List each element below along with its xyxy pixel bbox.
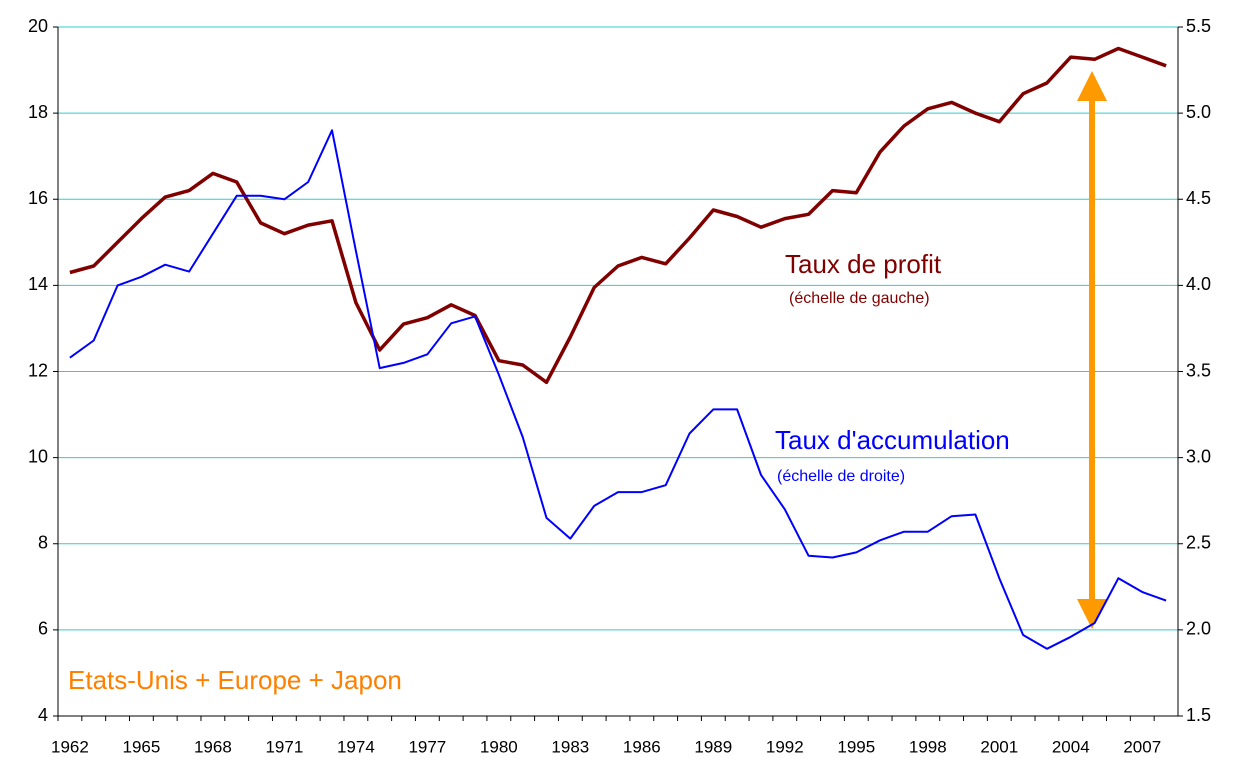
y2-tick-label: 4.0 xyxy=(1186,274,1211,294)
y2-tick-label: 2.0 xyxy=(1186,619,1211,639)
y2-tick-label: 2.5 xyxy=(1186,533,1211,553)
annotation: Taux de profit xyxy=(785,249,942,279)
annotation: (échelle de gauche) xyxy=(789,290,930,307)
x-tick-label: 2004 xyxy=(1052,737,1090,756)
x-tick-label: 1974 xyxy=(337,737,375,756)
x-tick-label: 1977 xyxy=(408,737,446,756)
series-line xyxy=(69,46,1167,385)
y-tick-label: 16 xyxy=(28,188,48,208)
y2-tick-label: 4.5 xyxy=(1186,188,1211,208)
y-tick-label: 12 xyxy=(28,360,48,380)
series-line xyxy=(69,129,1167,650)
y2-tick-label: 3.0 xyxy=(1186,446,1211,466)
y2-tick-label: 5.5 xyxy=(1186,16,1211,36)
x-tick-label: 1995 xyxy=(837,737,875,756)
y-tick-label: 20 xyxy=(28,16,48,36)
y-tick-label: 18 xyxy=(28,102,48,122)
x-tick-label: 1968 xyxy=(194,737,232,756)
x-tick-label: 1992 xyxy=(766,737,804,756)
x-tick-label: 1971 xyxy=(265,737,303,756)
y2-tick-label: 3.5 xyxy=(1186,360,1211,380)
annotation: Taux d'accumulation xyxy=(775,425,1010,455)
x-tick-label: 2007 xyxy=(1123,737,1161,756)
y-tick-label: 8 xyxy=(38,533,48,553)
y-tick-label: 14 xyxy=(28,274,48,294)
y2-tick-label: 5.0 xyxy=(1186,102,1211,122)
x-tick-label: 1962 xyxy=(51,737,89,756)
x-tick-label: 1989 xyxy=(694,737,732,756)
x-tick-label: 1998 xyxy=(909,737,947,756)
x-tick-label: 1983 xyxy=(551,737,589,756)
y-tick-label: 10 xyxy=(28,446,48,466)
x-tick-label: 1986 xyxy=(623,737,661,756)
x-tick-label: 2001 xyxy=(980,737,1018,756)
annotation: Etats-Unis + Europe + Japon xyxy=(68,665,402,695)
annotation: (échelle de droite) xyxy=(777,468,905,485)
x-tick-label: 1965 xyxy=(122,737,160,756)
y2-tick-label: 1.5 xyxy=(1186,705,1211,725)
y-tick-label: 4 xyxy=(38,705,48,725)
y-tick-label: 6 xyxy=(38,619,48,639)
x-tick-label: 1980 xyxy=(480,737,518,756)
